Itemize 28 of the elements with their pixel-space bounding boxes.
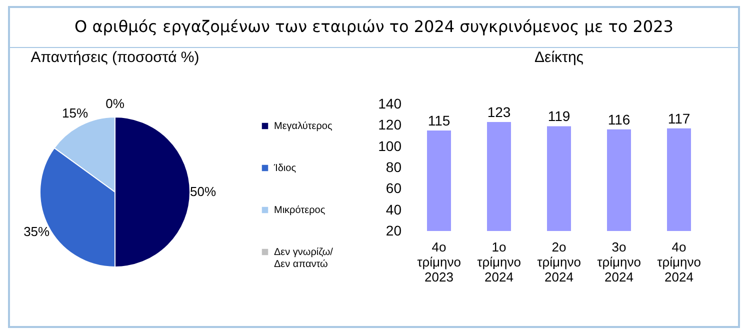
data-label: 116	[608, 111, 630, 128]
y-tick-label: 120	[378, 116, 402, 133]
x-tick-label: 2ο τρίμηνο 2024	[537, 240, 581, 284]
x-tick-label: 1ο τρίμηνο 2024	[477, 240, 521, 284]
x-tick-label: 3ο τρίμηνο 2024	[597, 240, 641, 284]
data-label: 15%	[62, 106, 88, 121]
data-label: 123	[487, 104, 511, 120]
data-label: 35%	[24, 224, 50, 239]
legend-label: Δεν γνωρίζω/ Δεν απαντώ	[274, 247, 334, 270]
y-tick-label: 60	[386, 180, 402, 196]
y-tick-label: 140	[378, 96, 402, 112]
x-tick-label: 4ο τρίμηνο 2023	[417, 240, 461, 284]
data-label: 117	[668, 110, 690, 126]
y-tick-label: 20	[386, 222, 402, 238]
y-tick-label: 100	[378, 138, 402, 154]
chart-subtitle: Απαντήσεις (ποσοστά %)	[30, 49, 200, 66]
text: Ο αριθμός εργαζομένων των εταιριών το 2024 συγκρινόμενος με το 2023	[10, 8, 738, 48]
data-label: 50%	[190, 184, 216, 199]
chart-title: Δείκτης	[534, 49, 584, 66]
legend-label: Μικρότερος	[274, 205, 326, 216]
y-tick-label: 80	[386, 159, 402, 175]
y-tick-label: 40	[386, 201, 402, 218]
data-label: 119	[548, 108, 570, 124]
data-label: 115	[428, 112, 450, 128]
text: 0%	[106, 96, 124, 111]
x-tick-label: 4ο τρίμηνο 2024	[657, 240, 701, 284]
legend-label: Μεγαλύτερος	[274, 121, 332, 132]
legend-label: Ίδιος	[273, 163, 296, 174]
